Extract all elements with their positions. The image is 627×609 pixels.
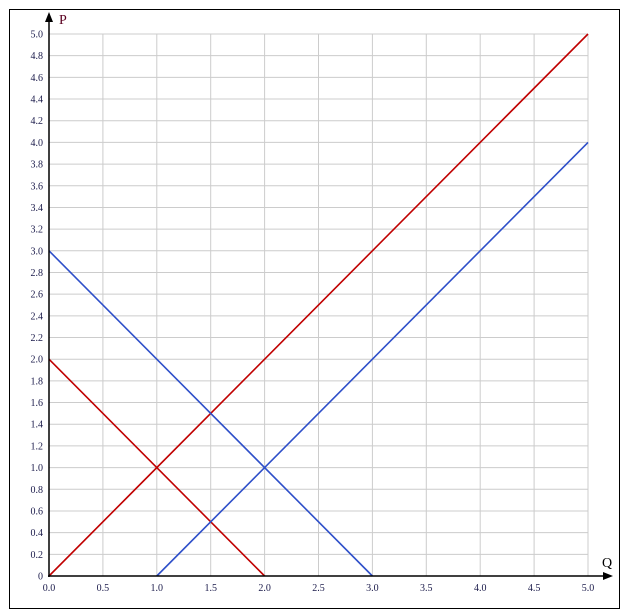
y-tick-label: 0.6 xyxy=(31,506,44,517)
series-line-2 xyxy=(48,358,266,577)
y-tick-label: 4.2 xyxy=(31,116,44,127)
x-tick-label: 4.0 xyxy=(474,583,487,594)
y-tick-label: 0.2 xyxy=(31,550,44,561)
x-tick-label: 2.5 xyxy=(312,583,325,594)
series-line-3 xyxy=(48,250,373,577)
series-line-1 xyxy=(48,33,589,577)
y-tick-label: 1.4 xyxy=(31,420,44,431)
y-tick-label: 3.8 xyxy=(31,160,44,171)
x-tick-label: 3.0 xyxy=(366,583,379,594)
y-tick-label: 3.4 xyxy=(31,203,44,214)
y-tick-label: 2.0 xyxy=(31,355,44,366)
x-tick-label: 4.5 xyxy=(528,583,541,594)
y-tick-label: 1.0 xyxy=(31,463,44,474)
y-tick-label: 2.2 xyxy=(31,333,44,344)
y-tick-label: 1.8 xyxy=(31,376,44,387)
supply-demand-chart: 0.0 0.5 1.0 1.5 2.0 2.5 3.0 3.5 4.0 4.5 5.0 0 0.2 0.4… xyxy=(31,12,613,595)
y-tick-label: 4.6 xyxy=(31,73,44,84)
y-tick-label: 2.4 xyxy=(31,311,44,322)
x-tick-label: 3.5 xyxy=(420,583,433,594)
y-tick-label: 1.6 xyxy=(31,398,44,409)
y-tick-label: 0.4 xyxy=(31,528,44,539)
y-tick-label: 1.2 xyxy=(31,441,44,452)
x-tick-label: 1.5 xyxy=(204,583,217,594)
axes: P Q xyxy=(45,12,613,580)
series-lines xyxy=(48,33,589,577)
x-tick-label: 5.0 xyxy=(582,583,595,594)
tick-labels: 0.0 0.5 1.0 1.5 2.0 2.5 3.0 3.5 4.0 4.5 5.0 0 0.2 0.4… xyxy=(31,30,595,595)
x-axis-arrow-icon xyxy=(603,572,613,580)
x-tick-label: 1.0 xyxy=(151,583,164,594)
x-axis-label: Q xyxy=(602,556,612,571)
y-axis-arrow-icon xyxy=(45,12,53,22)
grid xyxy=(49,33,589,576)
y-tick-label: 2.8 xyxy=(31,268,44,279)
y-tick-label: 4.4 xyxy=(31,95,44,106)
y-tick-label: 4.8 xyxy=(31,51,44,62)
series-line-4 xyxy=(156,141,589,577)
x-tick-label: 2.0 xyxy=(258,583,271,594)
y-tick-label: 4.0 xyxy=(31,138,44,149)
y-axis-label: P xyxy=(59,13,67,28)
x-tick-label: 0.5 xyxy=(97,583,110,594)
x-tick-label: 0.0 xyxy=(43,583,56,594)
y-tick-label: 2.6 xyxy=(31,290,44,301)
y-tick-label: 5.0 xyxy=(31,30,44,41)
y-tick-label: 3.6 xyxy=(31,181,44,192)
y-tick-label: 0.8 xyxy=(31,485,44,496)
y-tick-label: 3.0 xyxy=(31,246,44,257)
y-tick-label: 0 xyxy=(38,572,43,583)
y-tick-label: 3.2 xyxy=(31,225,44,236)
